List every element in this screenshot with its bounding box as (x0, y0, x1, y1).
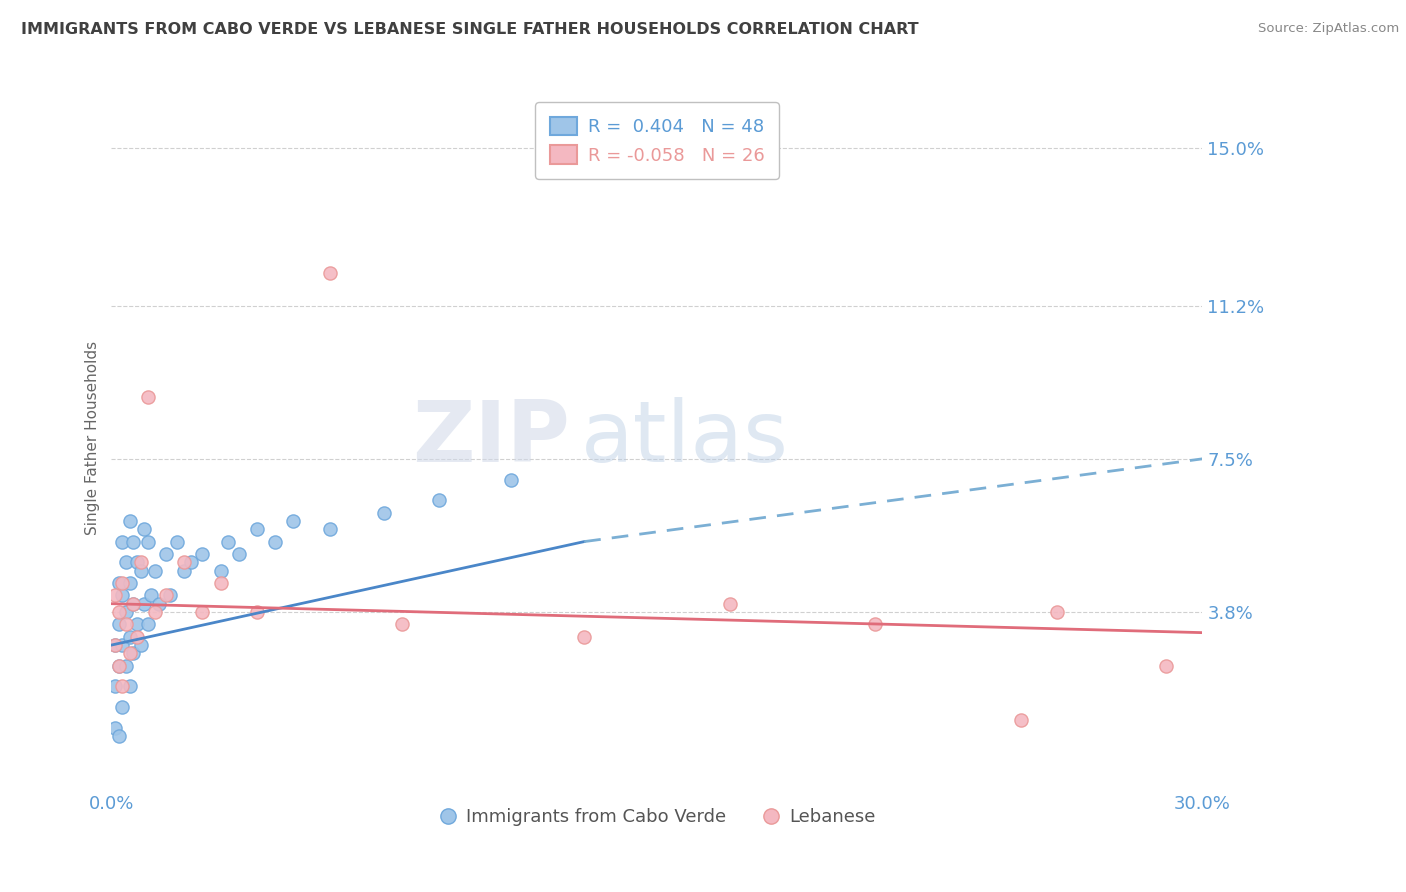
Point (115, 658, 138, 673)
Point (191, 547, 214, 561)
Point (104, 721, 127, 735)
Point (136, 534, 159, 549)
Point (122, 597, 145, 611)
Point (125, 617, 148, 632)
Point (318, 522, 340, 536)
Point (148, 597, 170, 611)
Point (115, 617, 138, 632)
Point (134, 522, 156, 536)
Point (159, 588, 181, 602)
Point (111, 588, 134, 602)
Point (107, 729, 129, 743)
Point (111, 576, 134, 591)
Text: atlas: atlas (581, 397, 789, 480)
Point (107, 576, 129, 591)
Point (125, 555, 148, 569)
Point (217, 534, 239, 549)
Point (129, 638, 152, 652)
Point (134, 597, 156, 611)
Point (155, 588, 177, 602)
Text: ZIP: ZIP (412, 397, 569, 480)
Point (143, 564, 166, 578)
Point (111, 638, 134, 652)
Point (141, 588, 163, 602)
Point (1046, 605, 1069, 619)
Point (166, 534, 188, 549)
Point (501, 473, 523, 487)
Point (107, 658, 129, 673)
Point (143, 605, 166, 619)
Point (107, 658, 129, 673)
Point (136, 617, 159, 632)
Point (173, 564, 195, 578)
Text: Source: ZipAtlas.com: Source: ZipAtlas.com (1258, 22, 1399, 36)
Point (107, 605, 129, 619)
Point (118, 514, 141, 528)
Point (228, 547, 250, 561)
Point (1010, 713, 1032, 727)
Point (111, 700, 134, 714)
Point (373, 506, 395, 520)
Point (104, 638, 127, 652)
Point (129, 555, 152, 569)
Point (1154, 658, 1177, 673)
Point (125, 630, 148, 644)
Point (427, 493, 450, 508)
Point (118, 680, 141, 694)
Point (107, 617, 129, 632)
Point (115, 605, 138, 619)
Point (264, 534, 287, 549)
Y-axis label: Single Father Households: Single Father Households (86, 341, 100, 535)
Point (129, 564, 152, 578)
Point (180, 555, 202, 569)
Point (718, 597, 741, 611)
Point (115, 555, 138, 569)
Text: IMMIGRANTS FROM CABO VERDE VS LEBANESE SINGLE FATHER HOUSEHOLDS CORRELATION CHAR: IMMIGRANTS FROM CABO VERDE VS LEBANESE S… (21, 22, 918, 37)
Point (122, 597, 145, 611)
Point (136, 390, 159, 404)
Point (391, 617, 413, 632)
Point (209, 576, 232, 591)
Point (104, 638, 127, 652)
Point (246, 605, 269, 619)
Point (122, 646, 145, 660)
Point (111, 680, 134, 694)
Point (111, 534, 134, 549)
Point (191, 605, 214, 619)
Point (155, 547, 177, 561)
Point (118, 630, 141, 644)
Legend: Immigrants from Cabo Verde, Lebanese: Immigrants from Cabo Verde, Lebanese (432, 801, 883, 834)
Point (118, 646, 141, 660)
Point (283, 514, 305, 528)
Point (118, 576, 141, 591)
Point (318, 266, 340, 280)
Point (122, 534, 145, 549)
Point (863, 617, 886, 632)
Point (104, 680, 127, 694)
Point (104, 588, 127, 602)
Point (209, 564, 232, 578)
Point (173, 555, 195, 569)
Point (574, 630, 596, 644)
Point (246, 522, 269, 536)
